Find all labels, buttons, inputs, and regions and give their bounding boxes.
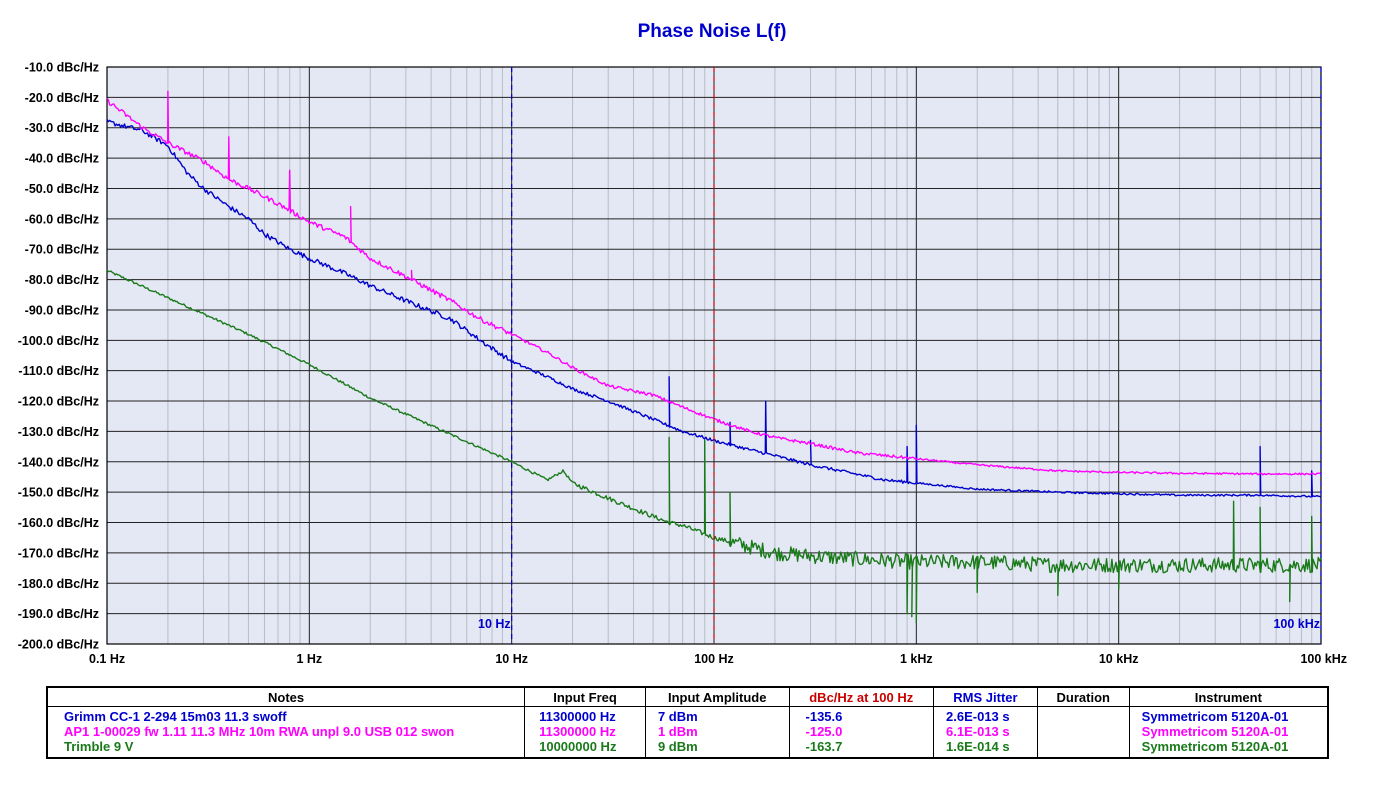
header-duration: Duration — [1036, 686, 1130, 707]
row-dbc: -135.6 — [788, 706, 935, 724]
x-tick-label: 10 Hz — [495, 652, 528, 666]
table-row: Grimm CC-1 2-294 15m03 11.3 swoff 113000… — [46, 706, 1329, 724]
row-input-amplitude: 9 dBm — [644, 739, 790, 758]
row-notes: AP1 1-00029 fw 1.11 11.3 MHz 10m RWA unp… — [46, 724, 526, 739]
header-input-amplitude: Input Amplitude — [644, 686, 790, 707]
row-input-freq: 11300000 Hz — [524, 706, 646, 724]
row-instrument: Symmetricom 5120A-01 — [1128, 706, 1329, 724]
y-tick-label: -140.0 dBc/Hz — [18, 455, 99, 469]
y-tick-label: -200.0 dBc/Hz — [18, 638, 99, 652]
y-tick-label: -190.0 dBc/Hz — [18, 607, 99, 621]
table-row: AP1 1-00029 fw 1.11 11.3 MHz 10m RWA unp… — [46, 724, 1329, 739]
row-input-freq: 10000000 Hz — [524, 739, 646, 758]
header-instrument: Instrument — [1128, 686, 1329, 707]
header-dbc-at-100hz: dBc/Hz at 100 Hz — [788, 686, 935, 707]
x-tick-label: 100 Hz — [694, 652, 734, 666]
x-tick-label: 10 kHz — [1099, 652, 1139, 666]
y-tick-label: -60.0 dBc/Hz — [25, 212, 99, 226]
cursor-label: 100 kHz — [1273, 617, 1320, 631]
series-line-1 — [106, 269, 1322, 624]
y-tick-label: -90.0 dBc/Hz — [25, 303, 99, 317]
y-tick-label: -50.0 dBc/Hz — [25, 182, 99, 196]
row-rms-jitter: 6.1E-013 s — [933, 724, 1038, 739]
series-line-2 — [106, 119, 1322, 498]
legend-table: Notes Input Freq Input Amplitude dBc/Hz … — [46, 686, 1329, 759]
row-notes: Trimble 9 V — [46, 739, 526, 758]
x-tick-label: 0.1 Hz — [89, 652, 125, 666]
y-tick-label: -170.0 dBc/Hz — [18, 546, 99, 560]
y-tick-label: -120.0 dBc/Hz — [18, 395, 99, 409]
header-rms-jitter: RMS Jitter — [933, 686, 1038, 707]
row-instrument: Symmetricom 5120A-01 — [1128, 739, 1329, 758]
row-dbc: -125.0 — [788, 724, 935, 739]
x-tick-label: 1 Hz — [296, 652, 322, 666]
plot-area: 0.1 Hz 1 Hz 10 Hz 100 Hz 1 kHz 10 kHz 100 kHz -… — [18, 61, 1347, 667]
phase-noise-chart: Phase Noise L(f) 0.1 Hz 1 Hz 10 Hz 100 Hz 1 … — [18, 21, 1347, 667]
table-row: Trimble 9 V 10000000 Hz 9 dBm -163.7 1.6… — [46, 739, 1329, 758]
y-tick-label: -110.0 dBc/Hz — [18, 364, 99, 378]
y-tick-label: -40.0 dBc/Hz — [25, 152, 99, 166]
row-rms-jitter: 1.6E-014 s — [933, 739, 1038, 758]
legend-header-row: Notes Input Freq Input Amplitude dBc/Hz … — [46, 686, 1329, 707]
row-input-amplitude: 7 dBm — [644, 706, 790, 724]
y-tick-label: -150.0 dBc/Hz — [18, 486, 99, 500]
y-tick-label: -70.0 dBc/Hz — [25, 243, 99, 257]
row-duration — [1036, 706, 1130, 724]
header-notes: Notes — [46, 686, 526, 707]
row-input-freq: 11300000 Hz — [524, 724, 646, 739]
y-tick-label: -10.0 dBc/Hz — [25, 61, 99, 75]
row-notes: Grimm CC-1 2-294 15m03 11.3 swoff — [46, 706, 526, 724]
header-input-freq: Input Freq — [524, 686, 646, 707]
cursor-label: 10 Hz — [478, 617, 511, 631]
y-tick-label: -130.0 dBc/Hz — [18, 425, 99, 439]
row-rms-jitter: 2.6E-013 s — [933, 706, 1038, 724]
x-tick-label: 100 kHz — [1300, 652, 1347, 666]
row-instrument: Symmetricom 5120A-01 — [1128, 724, 1329, 739]
row-duration — [1036, 724, 1130, 739]
series-line-3 — [106, 90, 1322, 476]
chart-title: Phase Noise L(f) — [638, 21, 787, 42]
y-tick-label: -80.0 dBc/Hz — [25, 273, 99, 287]
y-tick-label: -20.0 dBc/Hz — [25, 91, 99, 105]
y-tick-label: -30.0 dBc/Hz — [25, 121, 99, 135]
row-duration — [1036, 739, 1130, 758]
x-tick-label: 1 kHz — [900, 652, 933, 666]
row-input-amplitude: 1 dBm — [644, 724, 790, 739]
y-tick-label: -180.0 dBc/Hz — [18, 577, 99, 591]
y-tick-label: -160.0 dBc/Hz — [18, 516, 99, 530]
row-dbc: -163.7 — [788, 739, 935, 758]
y-tick-label: -100.0 dBc/Hz — [18, 334, 99, 348]
